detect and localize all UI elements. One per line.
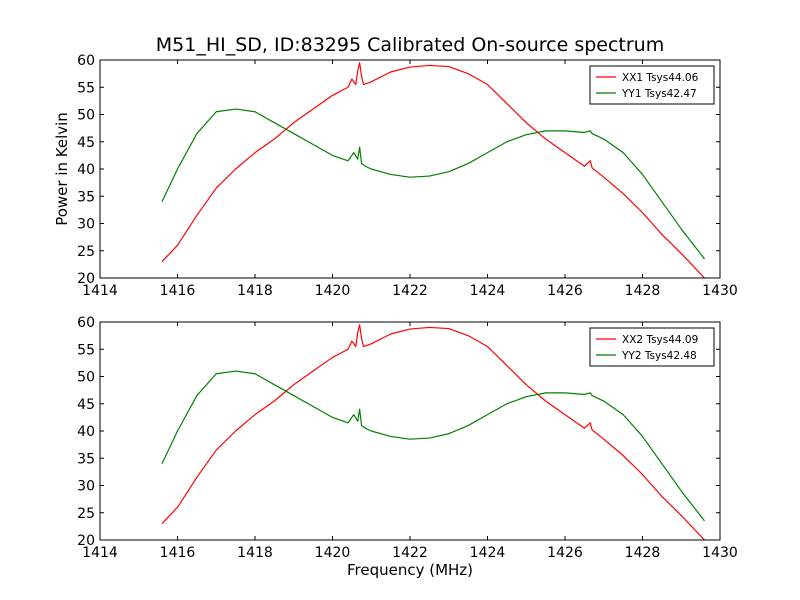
subplot-2: 1414 1416 1418 1420 1422 1424 1426 1428 1430 20 25… [77,315,738,561]
y-tick-label: 40 [77,424,95,440]
x-tick-label: 1428 [625,283,661,299]
y-tick-label: 50 [77,108,95,124]
x-tick-label: 1424 [470,545,506,561]
y-tick-label: 55 [77,342,95,358]
y-tick-label: 60 [77,315,95,331]
chart-title: M51_HI_SD, ID:83295 Calibrated On-source… [155,34,665,56]
legend-box [589,327,715,367]
x-tick-label: 1426 [547,545,583,561]
x-tick-label: 1430 [702,283,738,299]
x-tick-label: 1418 [237,545,273,561]
x-tick-label: 1430 [702,545,738,561]
x-tick-label: 1418 [237,283,273,299]
x-tick-label: 1428 [625,545,661,561]
x-tick-label: 1414 [82,545,118,561]
y-tick-label: 45 [77,135,95,151]
y-tick-label: 35 [77,189,95,205]
legend-box [589,65,715,105]
x-tick-label: 1426 [547,283,583,299]
x-tick-label: 1414 [82,283,118,299]
legend-label: XX2 Tsys44.09 [622,334,698,346]
y-tick-label: 40 [77,162,95,178]
legend-label: XX1 Tsys44.06 [622,72,699,84]
y-tick-label: 55 [77,80,95,96]
legend: XX1 Tsys44.06 YY1 Tsys42.47 [589,65,715,105]
y-tick-label: 20 [77,533,95,549]
y-tick-label: 30 [77,217,95,233]
series-line-1-1 [161,62,705,278]
x-tick-label: 1416 [160,283,196,299]
series-line-2-2 [161,370,705,522]
x-tick-label: 1422 [392,545,428,561]
y-tick-label: 45 [77,397,95,413]
y-tick-label: 35 [77,451,95,467]
y-tick-label: 25 [77,506,95,522]
x-tick-label: 1420 [315,283,351,299]
series-line-2-1 [161,324,705,540]
x-tick-label: 1420 [315,545,351,561]
legend-label: YY1 Tsys42.47 [621,88,697,100]
x-axis-label: Frequency (MHz) [346,561,474,579]
x-tick-label: 1424 [470,283,506,299]
y-tick-label: 60 [77,53,95,69]
legend-label: YY2 Tsys42.48 [621,350,697,362]
y-tick-label: 25 [77,244,95,260]
x-tick-label: 1416 [160,545,196,561]
subplot-1: 1414 1416 1418 1420 1422 1424 1426 1428 1430 20 25… [77,53,738,299]
series-line-1-2 [161,108,705,260]
legend: XX2 Tsys44.09 YY2 Tsys42.48 [589,327,715,367]
y-tick-label: 20 [77,271,95,287]
x-tick-label: 1422 [392,283,428,299]
y-tick-label: 50 [77,370,95,386]
y-tick-label: 30 [77,479,95,495]
